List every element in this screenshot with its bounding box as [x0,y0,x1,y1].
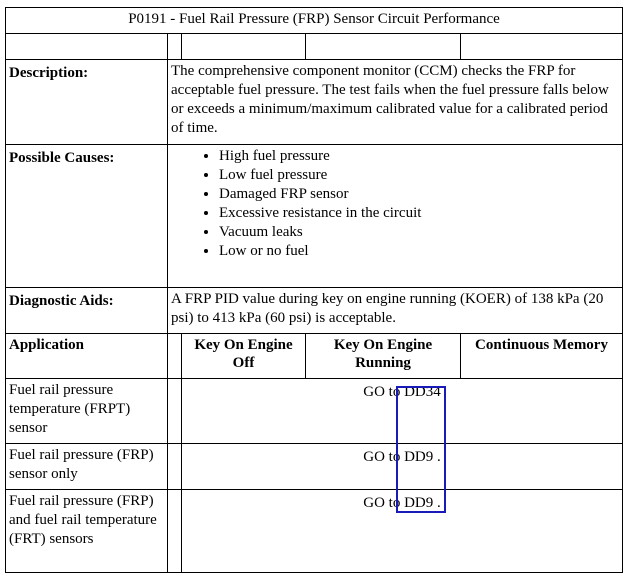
action-cell: GO to DD9 . [180,489,624,573]
description-label: Description: [5,59,168,145]
application-name: Fuel rail pressure temperature (FRPT) se… [5,378,168,444]
aids-text: A FRP PID value during key on engine run… [166,287,624,334]
highlight-box [396,386,446,513]
column-header: Application [5,333,168,379]
action-suffix: . [437,495,441,511]
action-text: GO to [363,384,401,400]
column-header: Key On Engine Off [181,333,306,379]
causes-label: Possible Causes: [5,144,168,288]
action-link[interactable]: DD34 [404,384,441,400]
application-name: Fuel rail pressure (FRP) and fuel rail t… [5,489,168,573]
action-cell: GO to DD9 . [180,443,624,490]
cause-item: High fuel pressure [219,147,619,166]
column-header: Key On Engine Running [305,333,461,379]
aids-label: Diagnostic Aids: [5,287,168,334]
cause-item: Excessive resistance in the circuit [219,204,619,223]
action-cell: GO to DD34 [180,378,624,444]
action-link[interactable]: DD9 [404,495,434,511]
causes-list: High fuel pressureLow fuel pressureDamag… [171,147,619,261]
title: P0191 - Fuel Rail Pressure (FRP) Sensor … [4,7,624,34]
application-name: Fuel rail pressure (FRP) sensor only [5,443,168,490]
action-suffix: . [437,449,441,465]
cause-item: Low fuel pressure [219,166,619,185]
column-header: Continuous Memory [459,333,624,379]
action-text: GO to [363,495,401,511]
cause-item: Damaged FRP sensor [219,185,619,204]
action-text: GO to [363,449,401,465]
action-link[interactable]: DD9 [404,449,434,465]
description-text: The comprehensive component monitor (CCM… [166,59,624,145]
dtc-table: P0191 - Fuel Rail Pressure (FRP) Sensor … [4,7,624,573]
cause-item: Vacuum leaks [219,223,619,242]
cause-item: Low or no fuel [219,242,619,261]
